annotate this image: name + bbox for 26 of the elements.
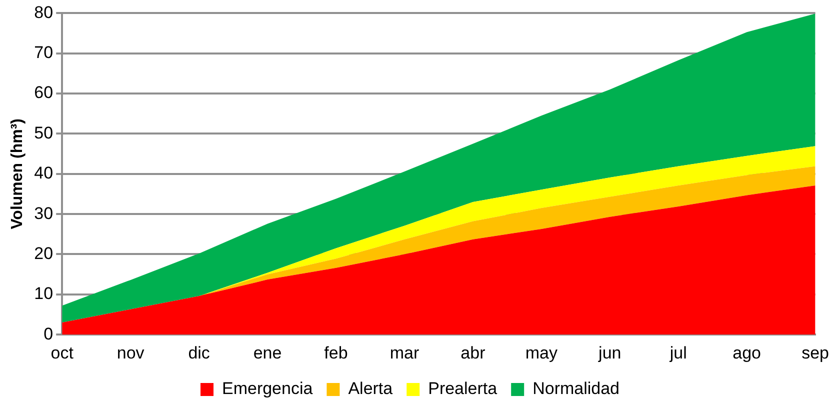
x-tick-label: feb: [324, 343, 348, 362]
legend-label: Normalidad: [532, 379, 620, 398]
y-tick-label: 10: [34, 284, 54, 304]
x-tick-label: oct: [50, 343, 74, 362]
x-tick-label: may: [525, 343, 558, 362]
y-tick-label: 20: [34, 244, 54, 263]
x-tick-label: jul: [668, 343, 687, 362]
legend-label: Emergencia: [222, 379, 314, 398]
x-tick-label: mar: [390, 343, 420, 362]
legend-label: Prealerta: [428, 379, 498, 398]
y-tick-label: 0: [44, 324, 54, 344]
y-tick-label: 70: [34, 43, 54, 62]
y-axis-title: Volumen (hm³): [9, 118, 26, 230]
x-tick-label: ago: [732, 343, 762, 362]
y-tick-label: 50: [34, 123, 54, 142]
x-tick-label: jun: [598, 343, 622, 362]
x-tick-label: nov: [116, 343, 145, 362]
legend-label: Alerta: [348, 379, 394, 398]
x-tick-label: sep: [802, 343, 830, 362]
y-tick-label: 60: [34, 83, 54, 102]
y-tick-label: 40: [34, 164, 54, 183]
x-tick-label: dic: [188, 343, 210, 362]
x-tick-label: ene: [253, 343, 282, 362]
y-tick-label: 30: [34, 204, 54, 223]
y-tick-label: 80: [34, 2, 54, 22]
x-tick-label: abr: [460, 343, 486, 362]
